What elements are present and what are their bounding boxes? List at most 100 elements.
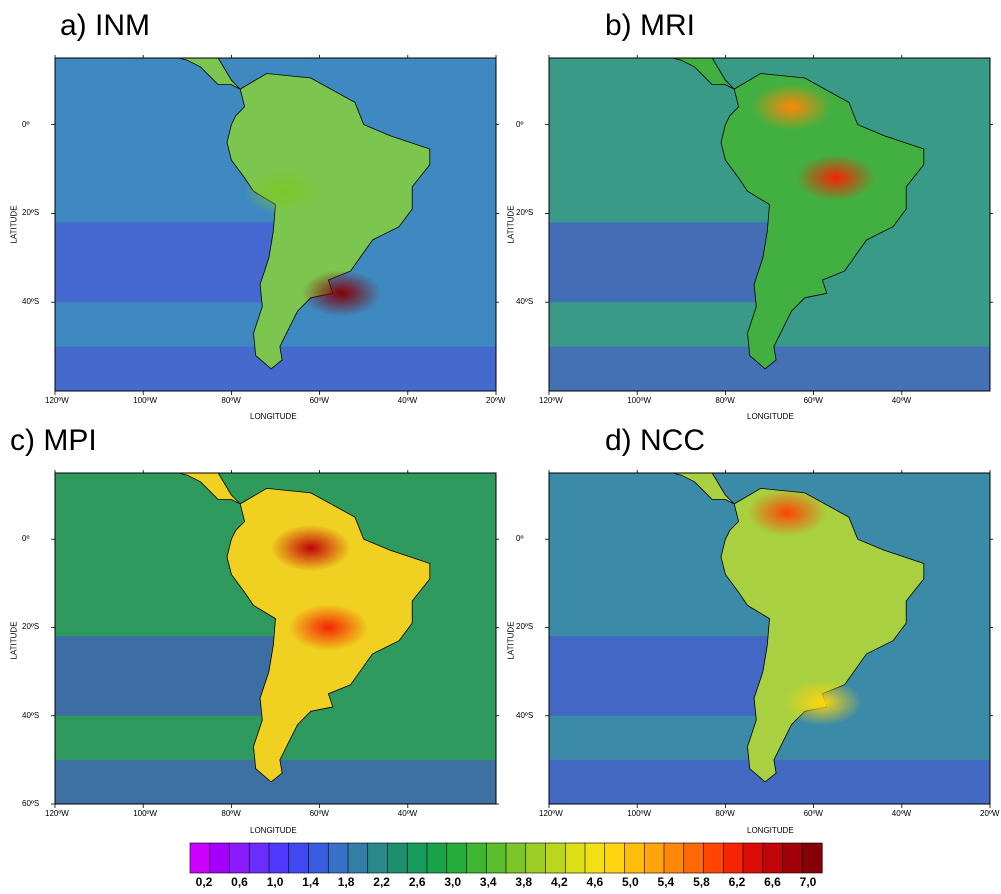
y-tick-label: 60ºS [22, 799, 40, 808]
x-tick-label: 100ºW [627, 809, 652, 818]
panel-title-b: b) MRI [605, 9, 695, 42]
colorbar-swatch [347, 842, 369, 874]
y-tick-label: 0º [22, 534, 30, 544]
colorbar-swatch [387, 842, 408, 874]
x-tick-label: 120ºW [45, 396, 69, 405]
central-america-landmass [178, 58, 241, 90]
x-tick-label: 80ºW [715, 396, 735, 405]
map-frame [54, 472, 497, 805]
colorbar-swatch [466, 842, 487, 874]
colorbar-swatch [327, 842, 349, 874]
colorbar-tick-label: 5,8 [693, 875, 710, 889]
colorbar-swatch [801, 842, 823, 874]
panel-title-c: c) MPI [10, 424, 97, 457]
hotspot [782, 679, 863, 726]
map-frame [548, 57, 991, 392]
x-tick-label: 100ºW [133, 396, 158, 405]
map-panel-a [51, 55, 499, 395]
colorbar-swatch [485, 842, 507, 874]
colorbar-swatch [426, 842, 448, 874]
x-tick-label: 60ºW [309, 809, 329, 818]
y-tick-label: 0º [516, 119, 524, 129]
x-tick-label: 80ºW [221, 396, 241, 405]
colorbar-tick-label: 7,0 [799, 875, 817, 889]
colorbar-tick-label: 1,0 [266, 875, 284, 889]
x-tick-label: 20ºW [486, 396, 506, 405]
x-tick-label: 80ºW [221, 809, 241, 818]
central-america-landmass [178, 473, 241, 505]
colorbar-swatch [762, 842, 784, 874]
x-tick-label: 100ºW [133, 809, 158, 818]
low-value-band [55, 222, 298, 303]
colorbar-tick-label: 6,2 [728, 875, 746, 889]
x-tick-label: 20ºW [980, 809, 1000, 818]
y-tick-label: 40ºS [516, 710, 534, 720]
colorbar-swatch [248, 842, 270, 874]
y-tick-label: 40ºS [22, 710, 40, 720]
low-value-band [55, 636, 298, 716]
hotspot [244, 167, 325, 215]
colorbar-swatch [406, 842, 428, 874]
panel-title-a: a) INM [60, 9, 150, 42]
y-tick-label: 20ºS [516, 208, 534, 218]
colorbar-tick-label: 2,6 [408, 875, 426, 889]
colorbar-swatch [505, 842, 527, 874]
y-tick-label: 20ºS [22, 208, 40, 218]
map-frame [548, 472, 991, 805]
colorbar-tick-label: 3,8 [515, 875, 533, 889]
xlabel-c: LONGITUDE [250, 826, 297, 835]
hotspot [271, 524, 351, 572]
colorbar-swatch [742, 842, 764, 874]
map-panel-b [545, 55, 993, 395]
hotspot [747, 489, 827, 536]
x-tick-label: 40ºW [891, 396, 912, 405]
map-frame [54, 57, 497, 392]
colorbar-tick-label: 1,8 [337, 875, 355, 889]
south-america-landmass [226, 73, 431, 370]
colorbar-swatch [722, 842, 744, 874]
xlabel-d: LONGITUDE [747, 826, 794, 835]
colorbar-swatch [367, 842, 389, 874]
colorbar-tick-label: 4,6 [586, 875, 604, 889]
colorbar-swatch [663, 842, 685, 874]
low-value-band [549, 222, 792, 303]
map-panel-c [51, 470, 499, 808]
x-tick-label: 60ºW [803, 809, 823, 818]
colorbar-swatch [446, 842, 468, 874]
colorbar-swatch [703, 842, 724, 874]
y-tick-label: 20ºS [22, 622, 40, 632]
y-tick-label: 0º [22, 119, 30, 129]
x-tick-label: 120ºW [539, 809, 563, 818]
colorbar-tick-label: 0,6 [231, 875, 248, 889]
hotspot [288, 604, 369, 651]
colorbar-swatch [229, 842, 250, 874]
x-tick-label: 100ºW [627, 396, 652, 405]
colorbar-swatch [643, 842, 665, 874]
panel-title-d: d) NCC [605, 424, 706, 457]
x-tick-label: 60ºW [803, 396, 823, 405]
x-tick-label: 120ºW [539, 396, 563, 405]
colorbar-swatch [624, 842, 645, 874]
colorbar-swatch [189, 842, 211, 874]
hotspot [751, 83, 832, 131]
xlabel-b: LONGITUDE [747, 412, 794, 421]
colorbar-tick-label: 0,2 [195, 875, 213, 889]
y-tick-label: 20ºS [516, 622, 534, 632]
x-tick-label: 60ºW [309, 396, 329, 405]
colorbar-tick-label: 3,4 [479, 875, 497, 889]
y-tick-label: 40ºS [22, 297, 40, 307]
colorbar-swatch [209, 842, 231, 874]
colorbar-swatch [545, 842, 566, 874]
colorbar-tick-label: 1,4 [302, 875, 319, 889]
south-america-landmass [720, 487, 925, 783]
hotspot [301, 270, 382, 317]
colorbar-swatch [584, 842, 606, 874]
low-value-band [549, 636, 792, 716]
colorbar-swatch [308, 842, 329, 874]
colorbar-swatch [782, 842, 803, 874]
x-tick-label: 120ºW [45, 809, 69, 818]
colorbar-tick-label: 2,2 [373, 875, 390, 889]
xlabel-a: LONGITUDE [250, 412, 297, 421]
colorbar-tick-label: 3,0 [444, 875, 462, 889]
colorbar-tick-label: 5,4 [657, 875, 675, 889]
